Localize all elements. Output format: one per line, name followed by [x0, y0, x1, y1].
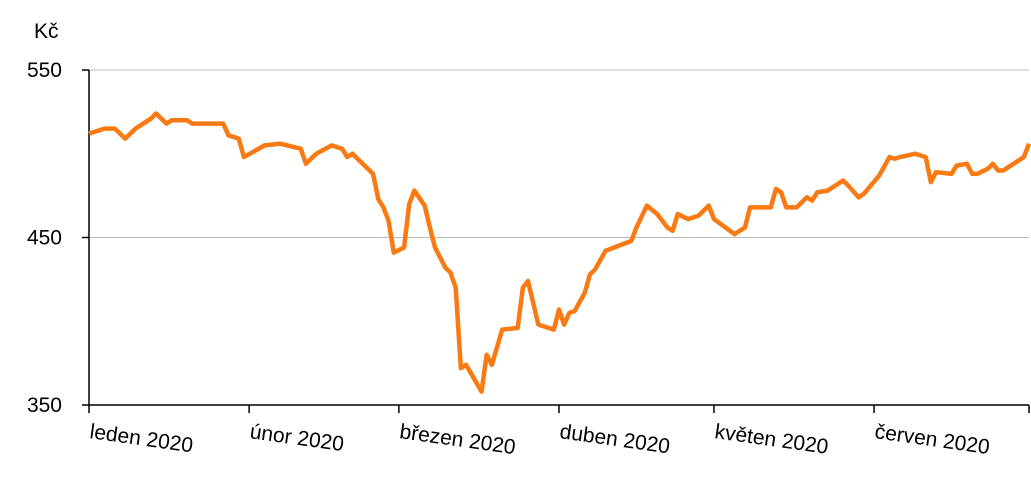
x-tick-label: březen 2020: [398, 420, 517, 459]
x-tick-label: květen 2020: [713, 420, 830, 459]
y-tick-label: 550: [27, 59, 62, 82]
x-tick-label: duben 2020: [558, 420, 671, 458]
y-tick-label: 450: [27, 227, 62, 250]
x-tick-label: leden 2020: [88, 420, 194, 457]
y-tick-label: 350: [27, 394, 62, 417]
x-tick-label: únor 2020: [248, 420, 345, 456]
y-axis-label: Kč: [34, 20, 59, 43]
data-line: [88, 111, 1031, 394]
x-tick-label: červen 2020: [873, 420, 991, 459]
